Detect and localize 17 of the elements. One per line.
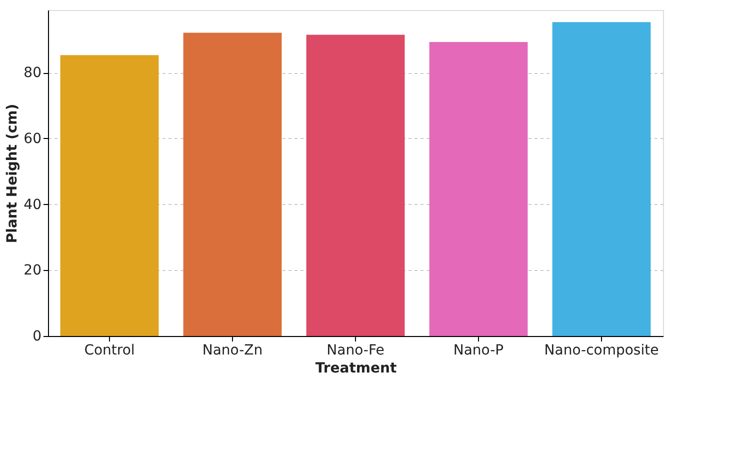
- x-tick-label: Nano-P: [453, 342, 504, 358]
- x-tick-label: Nano-Zn: [202, 342, 263, 358]
- bar: [429, 42, 528, 336]
- y-axis-title: Plant Height (cm): [4, 104, 21, 244]
- bar: [552, 22, 651, 336]
- bar: [183, 32, 282, 336]
- y-tick-label: 60: [24, 130, 42, 147]
- x-tick-label: Nano-composite: [544, 342, 659, 358]
- bar: [60, 55, 159, 336]
- bar: [306, 34, 405, 336]
- x-axis-title: Treatment: [315, 360, 397, 376]
- y-tick-label: 40: [24, 196, 42, 213]
- y-tick-label: 80: [24, 65, 42, 82]
- x-tick-label: Nano-Fe: [326, 342, 384, 358]
- y-tick-label: 20: [24, 262, 42, 279]
- x-tick-label: Control: [84, 342, 135, 358]
- y-tick-label: 0: [32, 328, 42, 344]
